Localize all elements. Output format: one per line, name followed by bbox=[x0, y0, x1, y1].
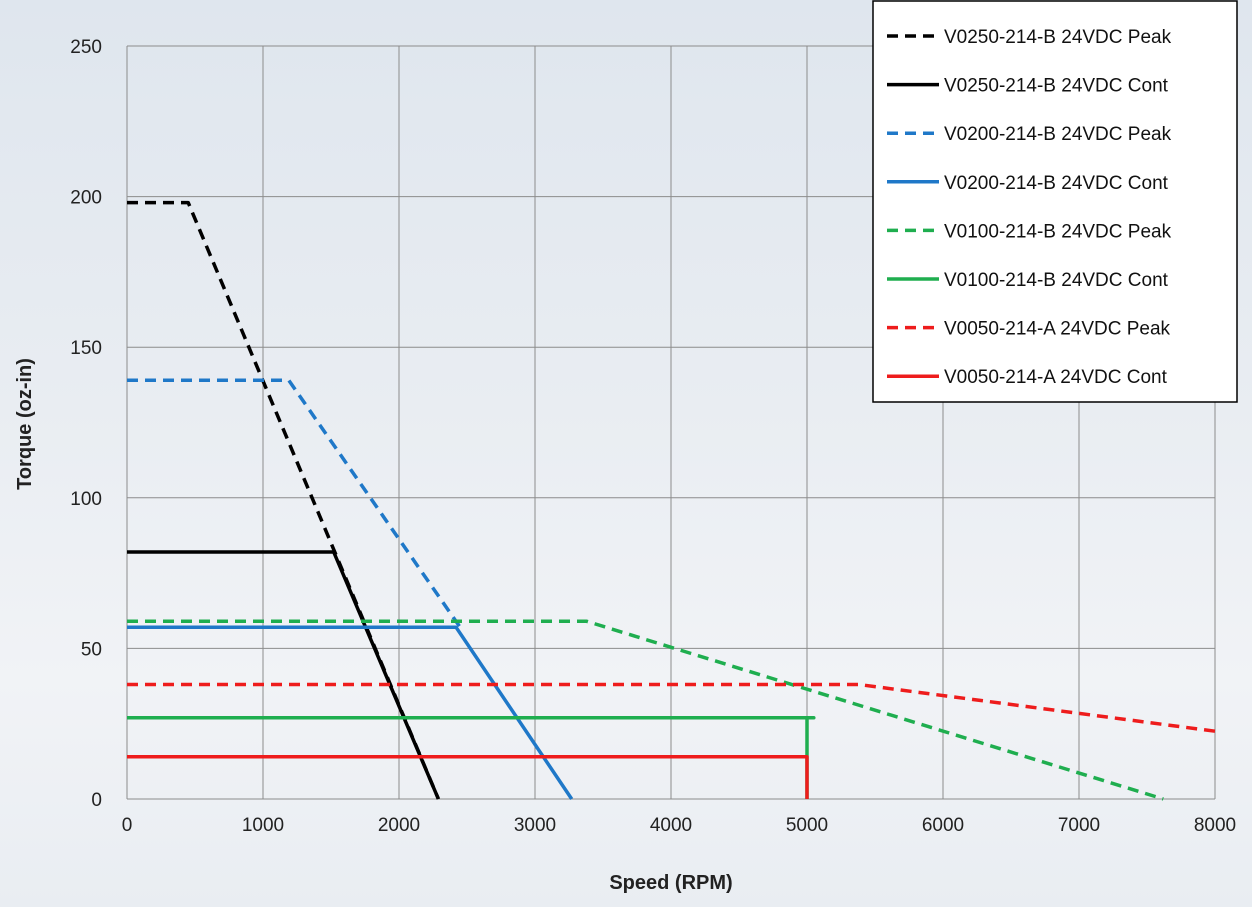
series-line bbox=[127, 625, 574, 800]
y-tick-label: 150 bbox=[70, 338, 102, 359]
series-line bbox=[127, 550, 441, 800]
x-tick-label: 2000 bbox=[378, 815, 420, 836]
legend-label: V0050-214-A 24VDC Peak bbox=[944, 319, 1171, 340]
x-tick-label: 5000 bbox=[786, 815, 828, 836]
x-axis-title: Speed (RPM) bbox=[609, 872, 732, 894]
legend-label: V0200-214-B 24VDC Peak bbox=[944, 124, 1172, 145]
series-lines bbox=[127, 200, 1216, 801]
y-axis-title: Torque (oz-in) bbox=[14, 358, 36, 490]
legend-label: V0250-214-B 24VDC Peak bbox=[944, 27, 1172, 48]
x-tick-label: 3000 bbox=[514, 815, 556, 836]
x-tick-label: 7000 bbox=[1058, 815, 1100, 836]
series-line bbox=[127, 619, 1164, 801]
legend-label: V0050-214-A 24VDC Cont bbox=[944, 367, 1168, 388]
y-tick-label: 200 bbox=[70, 188, 102, 209]
series-line bbox=[127, 378, 462, 629]
y-tick-label: 0 bbox=[91, 790, 102, 811]
legend-label: V0200-214-B 24VDC Cont bbox=[944, 173, 1169, 194]
series-line bbox=[127, 682, 1216, 733]
x-tick-label: 1000 bbox=[242, 815, 284, 836]
x-tick-label: 4000 bbox=[650, 815, 692, 836]
legend-label: V0100-214-B 24VDC Cont bbox=[944, 270, 1169, 291]
legend-box bbox=[872, 0, 1238, 403]
y-tick-label: 50 bbox=[81, 639, 102, 660]
x-tick-label: 0 bbox=[122, 815, 133, 836]
legend: V0250-214-B 24VDC Peak V0250-214-B 24VDC … bbox=[872, 0, 1238, 403]
tick-labels: 0 1000 2000 3000 4000 5000 6000 7000 8000 0 50 100 1… bbox=[70, 37, 1236, 836]
x-tick-label: 8000 bbox=[1194, 815, 1236, 836]
legend-label: V0250-214-B 24VDC Cont bbox=[944, 76, 1169, 97]
x-tick-label: 6000 bbox=[922, 815, 964, 836]
legend-label: V0100-214-B 24VDC Peak bbox=[944, 221, 1172, 242]
series-line bbox=[127, 200, 441, 800]
series-line bbox=[127, 755, 809, 799]
y-tick-label: 250 bbox=[70, 37, 102, 58]
y-tick-label: 100 bbox=[70, 489, 102, 510]
